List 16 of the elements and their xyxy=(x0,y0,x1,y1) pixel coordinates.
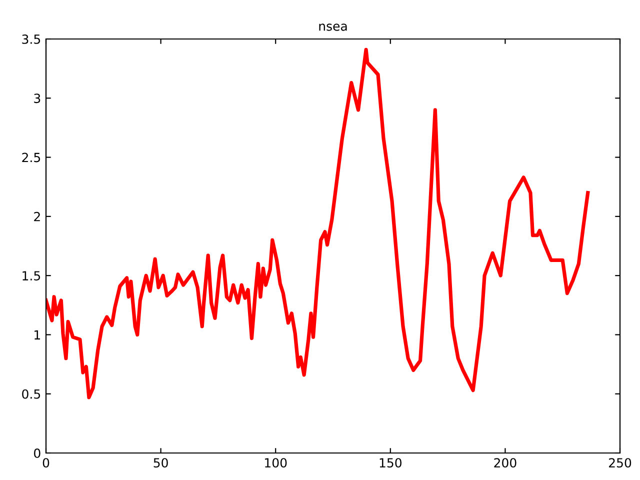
y-tick-label: 0 xyxy=(34,448,40,458)
x-tick-label: 250 xyxy=(608,458,632,468)
x-tick-label: 150 xyxy=(380,458,402,468)
y-tick-label: 3.5 xyxy=(22,34,40,44)
line-series xyxy=(46,48,590,400)
y-tick-label: 2 xyxy=(34,212,40,222)
y-tick-label: 3 xyxy=(34,94,40,104)
y-tick-label: 1 xyxy=(34,330,40,340)
y-tick-label: 2.5 xyxy=(22,152,40,162)
x-tick-label: 50 xyxy=(154,458,168,468)
y-tick-label: 1.5 xyxy=(22,271,40,280)
x-tick-label: 0 xyxy=(42,458,50,468)
y-tick-label: 0.5 xyxy=(22,389,40,399)
chart-title: nsea xyxy=(319,24,347,31)
x-tick-label: 100 xyxy=(265,458,287,468)
x-tick-label: 200 xyxy=(494,458,516,468)
